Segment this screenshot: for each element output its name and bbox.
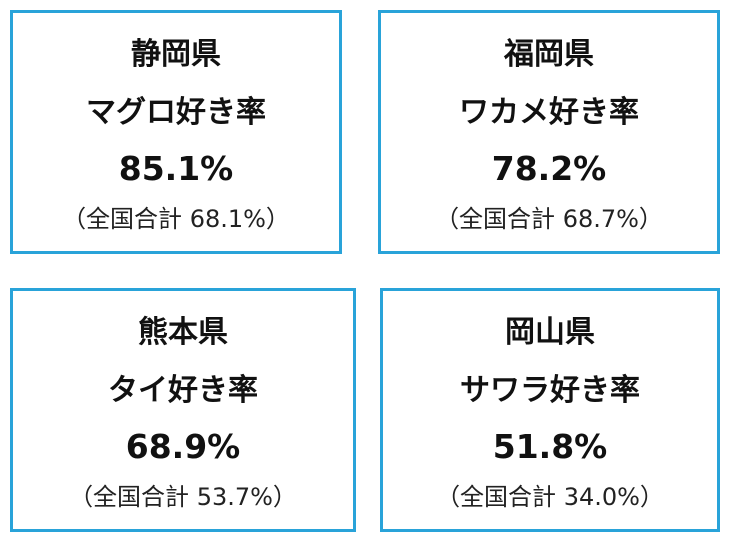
preference-rate: 85.1% [118, 149, 234, 188]
prefecture-name: 静岡県 [131, 37, 221, 72]
fish-preference-label: サワラ好き率 [460, 373, 640, 408]
fish-preference-label: ワカメ好き率 [459, 95, 639, 130]
stat-card-shizuoka: 静岡県 マグロ好き率 85.1% （全国合計 68.1%） [10, 10, 342, 254]
prefecture-name: 熊本県 [138, 315, 228, 350]
stat-card-okayama: 岡山県 サワラ好き率 51.8% （全国合計 34.0%） [380, 288, 720, 532]
national-average: （全国合計 53.7%） [69, 483, 297, 511]
preference-rate: 68.9% [125, 427, 241, 466]
national-average: （全国合計 68.7%） [435, 205, 663, 233]
stat-card-fukuoka: 福岡県 ワカメ好き率 78.2% （全国合計 68.7%） [378, 10, 720, 254]
national-average: （全国合計 68.1%） [62, 205, 290, 233]
prefecture-name: 福岡県 [504, 37, 594, 72]
fish-preference-label: タイ好き率 [108, 373, 258, 408]
national-average: （全国合計 34.0%） [436, 483, 664, 511]
prefecture-name: 岡山県 [505, 315, 595, 350]
stat-card-kumamoto: 熊本県 タイ好き率 68.9% （全国合計 53.7%） [10, 288, 356, 532]
fish-preference-label: マグロ好き率 [86, 95, 266, 130]
preference-rate: 51.8% [492, 427, 608, 466]
preference-rate: 78.2% [491, 149, 607, 188]
